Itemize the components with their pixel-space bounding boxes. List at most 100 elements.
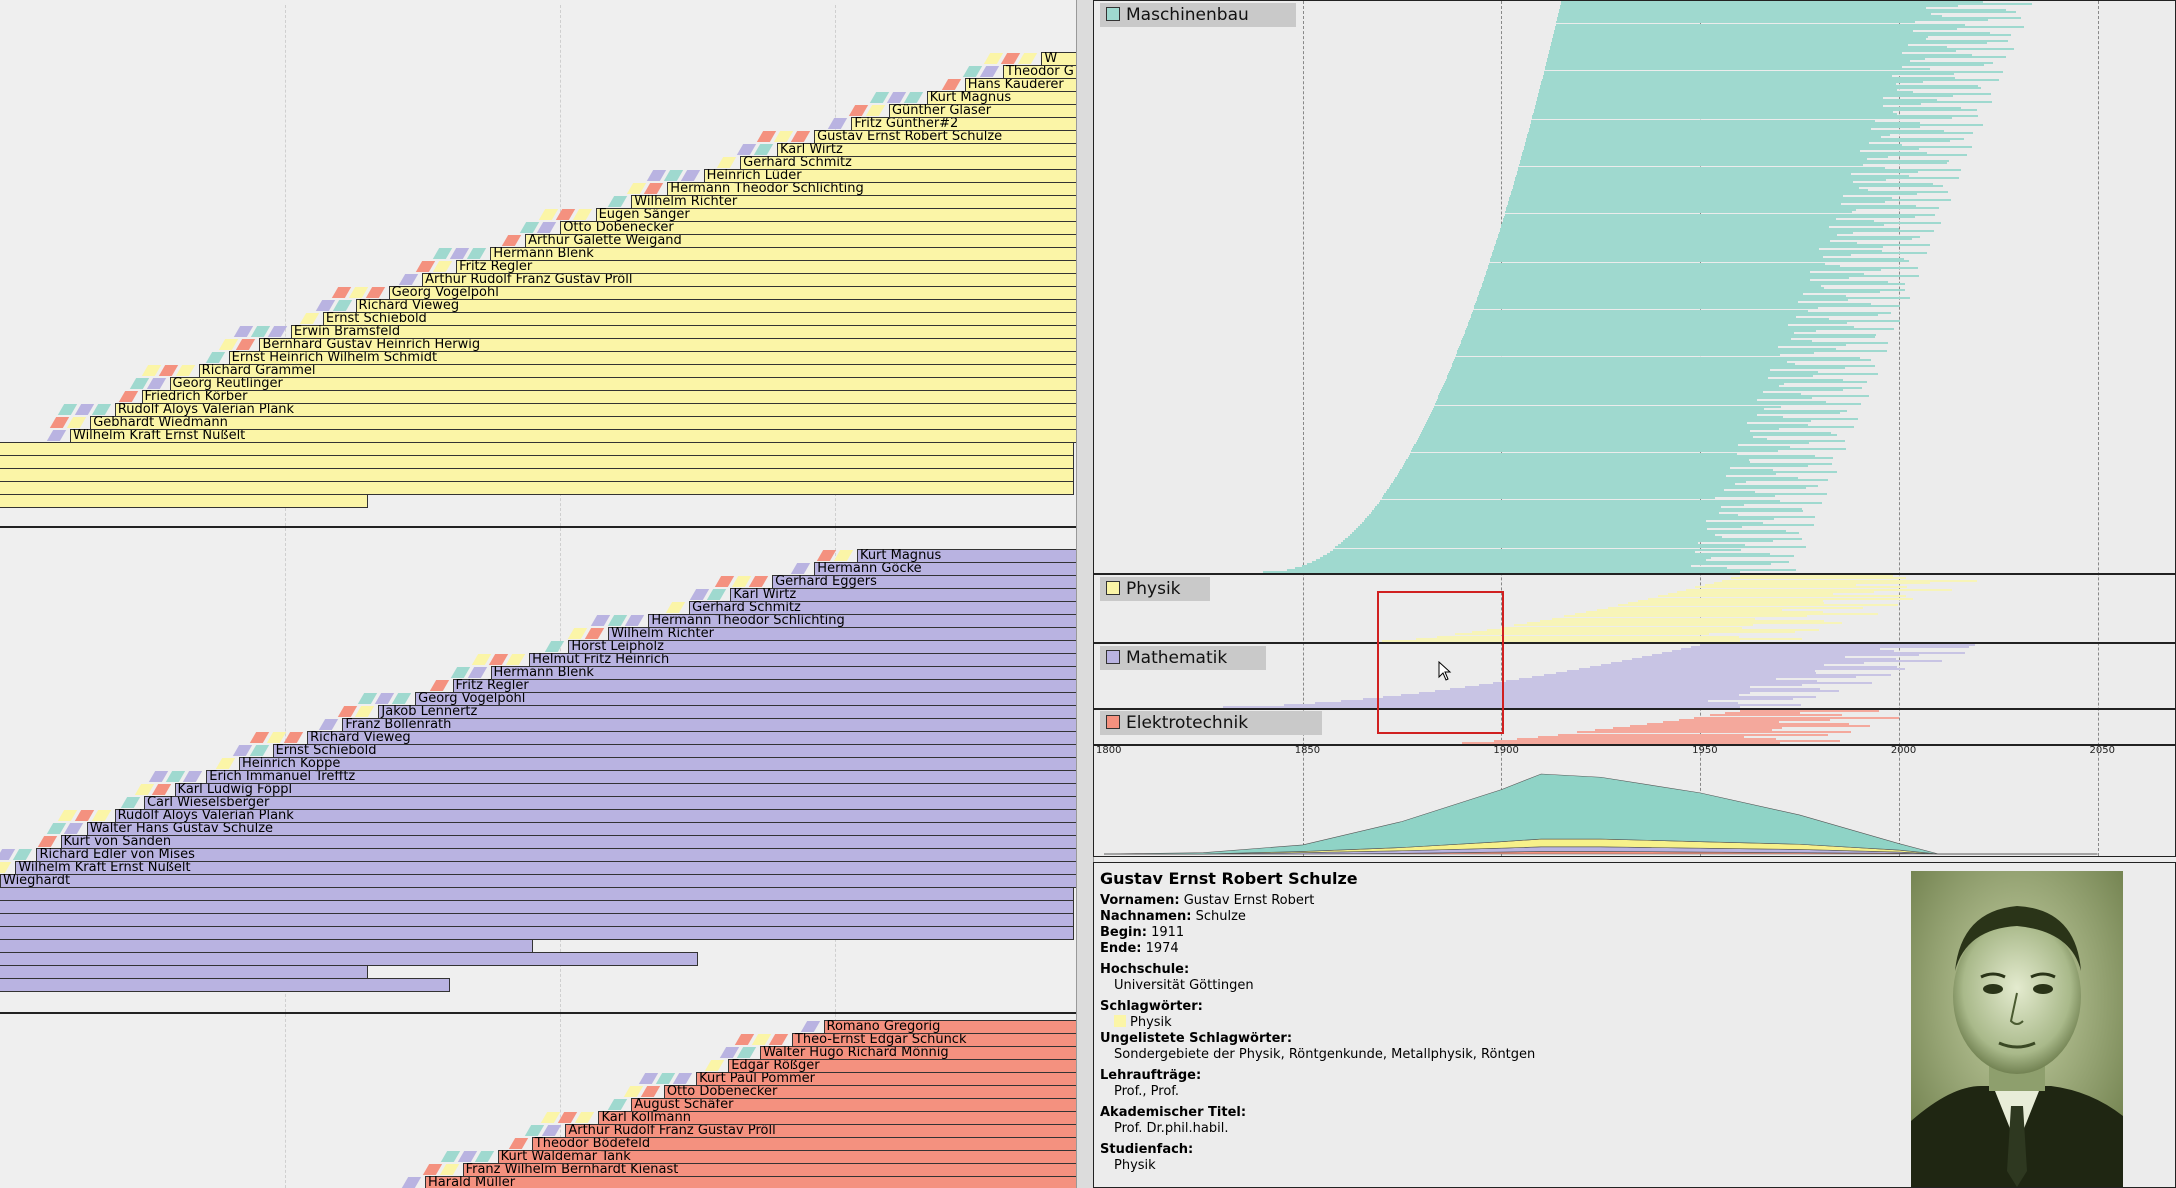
person-label[interactable]: Horst Leipholz [571, 639, 664, 654]
band-label-elektrotechnik[interactable]: Elektrotechnik [1100, 711, 1322, 735]
timeline-bar[interactable] [823, 1020, 1076, 1034]
timeline-bar[interactable] [307, 731, 1076, 745]
person-label[interactable]: Karl Wirtz [779, 142, 843, 157]
person-label[interactable]: Jakob Lennertz [381, 704, 478, 719]
physik-panel[interactable]: Wilhelm Kraft Ernst Nußelt Gebhardt Wiedm… [0, 5, 1076, 528]
person-label[interactable]: Hermann Theodor Schlichting [651, 613, 845, 628]
person-label[interactable]: Heinrich Koppe [241, 756, 341, 771]
person-label[interactable]: Harald Müller [428, 1175, 516, 1188]
band-elektrotechnik[interactable] [1094, 710, 2175, 746]
person-label[interactable]: Wilhelm Kraft Ernst Nußelt [18, 860, 191, 875]
person-label[interactable]: Günther Glaser [891, 103, 992, 118]
person-label[interactable]: Rudolf Aloys Valerian Plank [117, 402, 295, 417]
timeline-bar[interactable] [0, 455, 1074, 469]
person-label[interactable]: Arthur Rudolf Franz Gustav Pröll [425, 272, 633, 287]
timeline-bar[interactable] [355, 299, 1076, 313]
timeline-bar[interactable] [1002, 65, 1076, 79]
timeline-bar[interactable] [0, 468, 1074, 482]
person-label[interactable]: Rudolf Aloys Valerian Plank [117, 808, 294, 823]
person-label[interactable]: Heinrich Lüder [706, 168, 802, 183]
timeline-bar[interactable] [143, 796, 1076, 810]
timeline-bar[interactable] [238, 757, 1076, 771]
selection-rectangle[interactable] [1377, 591, 1504, 734]
timeline-bar[interactable] [452, 679, 1076, 693]
person-label[interactable]: Richard Grammel [201, 363, 316, 378]
person-label[interactable]: Karl Wirtz [733, 587, 797, 602]
timeline-bar[interactable] [0, 874, 1076, 888]
person-label[interactable]: Gebhardt Wiedmann [93, 415, 228, 430]
person-label[interactable]: Wilhelm Kraft Ernst Nußelt [73, 428, 246, 443]
timeline-bar[interactable] [425, 1176, 1076, 1188]
person-label[interactable]: Theo-Ernst Edgar Schunck [794, 1032, 967, 1047]
timeline-bar[interactable] [169, 377, 1076, 391]
person-label[interactable]: Hermann Theodor Schlichting [670, 181, 864, 196]
timeline-bar[interactable] [378, 705, 1076, 719]
person-label[interactable]: Friedrich Körber [144, 389, 248, 404]
band-maschinenbau[interactable] [1094, 1, 2175, 575]
person-label[interactable]: Eugen Sänger [598, 207, 690, 222]
person-label[interactable]: Wilhelm Richter [634, 194, 738, 209]
timeline-bar[interactable] [141, 390, 1076, 404]
timeline-bar[interactable] [0, 494, 368, 508]
timeline-bar[interactable] [0, 926, 1074, 940]
person-label[interactable]: Franz Wilhelm Bernhardt Kienast [465, 1162, 679, 1177]
timeline-bar[interactable] [0, 900, 1074, 914]
person-label[interactable]: Karl Ludwig Föppl [177, 782, 293, 797]
person-label[interactable]: Fritz Regler [459, 259, 533, 274]
person-label[interactable]: Richard Vieweg [358, 298, 460, 313]
person-label[interactable]: Hermann Göcke [817, 561, 922, 576]
timeline-bar[interactable] [174, 783, 1076, 797]
person-label[interactable]: August Schäfer [634, 1097, 734, 1112]
person-label[interactable]: Richard Vieweg [310, 730, 411, 745]
person-label[interactable]: Carl Wieselsberger [146, 795, 270, 810]
person-label[interactable]: Gerhard Eggers [775, 574, 877, 589]
person-label[interactable]: Arthur Rudolf Franz Gustav Pröll [568, 1123, 776, 1138]
timeline-bar[interactable] [90, 416, 1076, 430]
band-label-mathematik[interactable]: Mathematik [1100, 646, 1266, 670]
person-label[interactable]: Hans Kauderer [967, 77, 1064, 92]
band-physik[interactable] [1094, 575, 2175, 644]
person-label[interactable]: Otto Dobenecker [666, 1084, 778, 1099]
person-label[interactable]: Erich Immanuel Trefftz [209, 769, 356, 784]
person-label[interactable]: Ernst Heinrich Wilhelm Schmidt [231, 350, 438, 365]
timeline-bar[interactable] [0, 978, 450, 992]
timeline-bar[interactable] [272, 744, 1076, 758]
band-label-maschinenbau[interactable]: Maschinenbau [1100, 3, 1296, 27]
person-label[interactable]: Gustav Ernst Robert Schulze [817, 129, 1003, 144]
person-label[interactable]: Gerhard Schmitz [743, 155, 852, 170]
person-label[interactable]: Walter Hugo Richard Mönnig [763, 1045, 949, 1060]
timeline-bar[interactable] [856, 549, 1076, 563]
person-label[interactable]: W [1044, 51, 1058, 66]
person-label[interactable]: Edgar Rößger [731, 1058, 820, 1073]
band-label-physik[interactable]: Physik [1100, 577, 1210, 601]
person-label[interactable]: Gerhard Schmitz [692, 600, 801, 615]
band-mathematik[interactable] [1094, 644, 2175, 710]
timeline-bar[interactable] [0, 965, 368, 979]
timeline-bar[interactable] [0, 481, 1074, 495]
timeline-bar[interactable] [456, 260, 1076, 274]
person-label[interactable]: Wieghardt [3, 873, 71, 888]
timeline-panels[interactable]: Wilhelm Kraft Ernst Nußelt Gebhardt Wiedm… [0, 0, 1076, 1188]
elektrotechnik-panel[interactable]: Harald Müller Franz Wilhelm Bernhardt Kie… [0, 1014, 1076, 1188]
person-label[interactable]: Georg Reutlinger [172, 376, 283, 391]
mathematik-panel[interactable]: Wieghardt Wilhelm Kraft Ernst Nußelt Richa… [0, 528, 1076, 1014]
person-label[interactable]: Georg Vogelpohl [391, 285, 499, 300]
person-label[interactable]: Fritz Regler [455, 678, 529, 693]
person-label[interactable]: Erwin Bramsfeld [293, 324, 401, 339]
person-label[interactable]: Kurt Paul Pommer [699, 1071, 816, 1086]
overview-chart[interactable]: Maschinenbau Physik Mathematik Elektrote… [1093, 0, 2176, 857]
person-label[interactable]: Arthur Galette Weigand [528, 233, 682, 248]
person-label[interactable]: Ernst Schiebold [275, 743, 377, 758]
person-label[interactable]: Kurt Waldemar Tank [500, 1149, 631, 1164]
split-divider[interactable] [1076, 0, 1094, 1188]
timeline-bar[interactable] [0, 913, 1074, 927]
timeline-bar[interactable] [0, 442, 1074, 456]
timeline-bar[interactable] [290, 325, 1076, 339]
person-label[interactable]: Helmut Fritz Heinrich [532, 652, 670, 667]
person-label[interactable]: Otto Dobenecker [563, 220, 674, 235]
person-label[interactable]: Walter Hans Gustav Schulze [89, 821, 274, 836]
timeline-bar[interactable] [60, 835, 1076, 849]
person-label[interactable]: Hermann Blenk [493, 246, 594, 261]
person-label[interactable]: Ernst Schiebold [325, 311, 427, 326]
timeline-bar[interactable] [0, 887, 1074, 901]
